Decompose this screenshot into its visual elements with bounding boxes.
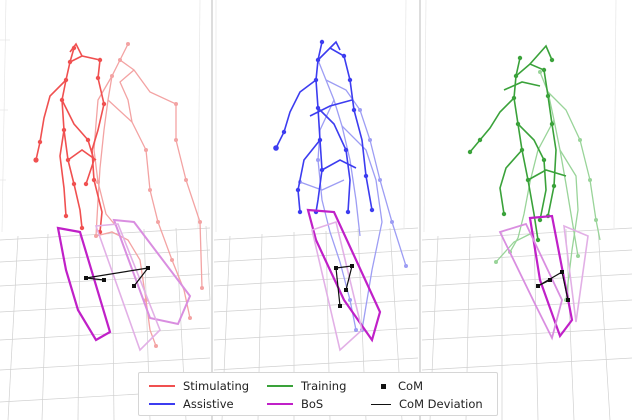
- bos-stimulating-faded-2: [94, 223, 161, 352]
- legend-swatch-com-deviation: [371, 403, 391, 405]
- legend-label-com: CoM: [398, 379, 423, 393]
- panel-training: [421, 0, 632, 420]
- points-training: [467, 55, 557, 243]
- legend-item-stimulating: Stimulating: [149, 378, 249, 394]
- legend-marker-com: [381, 383, 386, 389]
- bos-assistive-main: [306, 208, 382, 343]
- skeleton-assistive: [275, 40, 373, 213]
- com-stimulating: [84, 266, 150, 288]
- bos-assistive-faded: [311, 220, 363, 352]
- legend-swatch-bos: [267, 403, 293, 405]
- com-deviation-stimulating: [85, 267, 149, 279]
- legend-label-assistive: Assistive: [183, 397, 234, 411]
- bos-stimulating-faded: [112, 218, 192, 326]
- grid-wall-assistive: [215, 0, 407, 232]
- legend: Stimulating Assistive Training BoS CoM C…: [138, 372, 498, 416]
- legend-label-stimulating: Stimulating: [183, 379, 250, 393]
- legend-swatch-stimulating: [149, 385, 175, 387]
- skeleton-stimulating: [35, 42, 105, 233]
- legend-label-training: Training: [301, 379, 347, 393]
- legend-item-com: CoM: [371, 378, 423, 394]
- skeleton-stimulating-faded: [93, 43, 203, 347]
- points-training-faded: [494, 70, 598, 302]
- bos-stimulating-main: [56, 226, 112, 342]
- legend-item-training: Training: [267, 378, 346, 394]
- com-assistive: [334, 264, 354, 308]
- points-stimulating: [33, 45, 107, 235]
- legend-item-assistive: Assistive: [149, 396, 234, 412]
- legend-item-com-deviation: CoM Deviation: [371, 396, 483, 412]
- legend-label-bos: BoS: [301, 397, 324, 411]
- com-training: [536, 270, 570, 302]
- panel-stimulating: [0, 0, 211, 420]
- panel-assistive: [213, 0, 419, 420]
- legend-label-com-deviation: CoM Deviation: [399, 397, 483, 411]
- points-stimulating-faded: [94, 42, 204, 348]
- bos-training-faded: [498, 222, 563, 341]
- bos-training-main: [528, 214, 574, 339]
- legend-swatch-training: [267, 385, 293, 387]
- com-deviation-assistive: [335, 265, 353, 269]
- bos-training-faded-2: [563, 224, 589, 323]
- legend-swatch-assistive: [149, 403, 175, 405]
- grid-wall-stimulating: [0, 0, 201, 233]
- legend-item-bos: BoS: [267, 396, 323, 412]
- grid-wall-training: [423, 0, 617, 233]
- grid-floor-training: [421, 227, 632, 420]
